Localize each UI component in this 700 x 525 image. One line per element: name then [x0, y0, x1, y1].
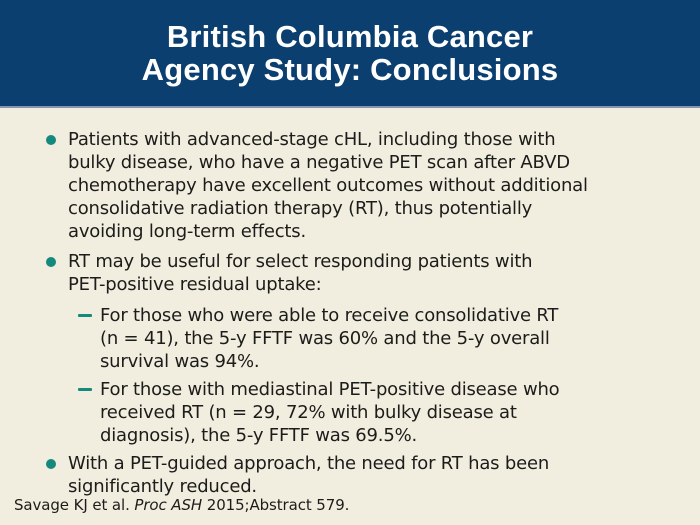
- sub-bullet-text: For those with mediastinal PET-positive …: [100, 379, 560, 446]
- bullet-text: Patients with advanced-stage cHL, includ…: [68, 129, 588, 242]
- bullet-item: With a PET-guided approach, the need for…: [0, 452, 682, 498]
- bullet-text: With a PET-guided approach, the need for…: [68, 453, 550, 497]
- bullet-item: Patients with advanced-stage cHL, includ…: [0, 128, 682, 243]
- bullet-item: RT may be useful for select responding p…: [0, 250, 682, 296]
- dash-icon: [78, 388, 92, 391]
- slide-title-line-2: Agency Study: Conclusions: [141, 52, 559, 87]
- slide-title: British Columbia Cancer Agency Study: Co…: [0, 20, 700, 86]
- dash-icon: [78, 314, 92, 317]
- citation: Savage KJ et al. Proc ASH 2015;Abstract …: [14, 496, 349, 515]
- slide-title-line-1: British Columbia Cancer: [166, 19, 534, 54]
- bullet-disc-icon: [46, 135, 56, 145]
- citation-suffix: 2015;Abstract 579.: [202, 496, 350, 514]
- bullet-disc-icon: [46, 257, 56, 267]
- sub-bullet-item: For those who were able to receive conso…: [0, 304, 682, 373]
- bullet-disc-icon: [46, 459, 56, 469]
- slide-header: British Columbia Cancer Agency Study: Co…: [0, 0, 700, 108]
- slide-body: Patients with advanced-stage cHL, includ…: [0, 110, 700, 525]
- sub-bullet-item: For those with mediastinal PET-positive …: [0, 378, 682, 447]
- citation-journal: Proc ASH: [134, 496, 203, 514]
- sub-bullet-text: For those who were able to receive conso…: [100, 305, 559, 372]
- bullet-text: RT may be useful for select responding p…: [68, 251, 533, 295]
- citation-prefix: Savage KJ et al.: [14, 496, 135, 514]
